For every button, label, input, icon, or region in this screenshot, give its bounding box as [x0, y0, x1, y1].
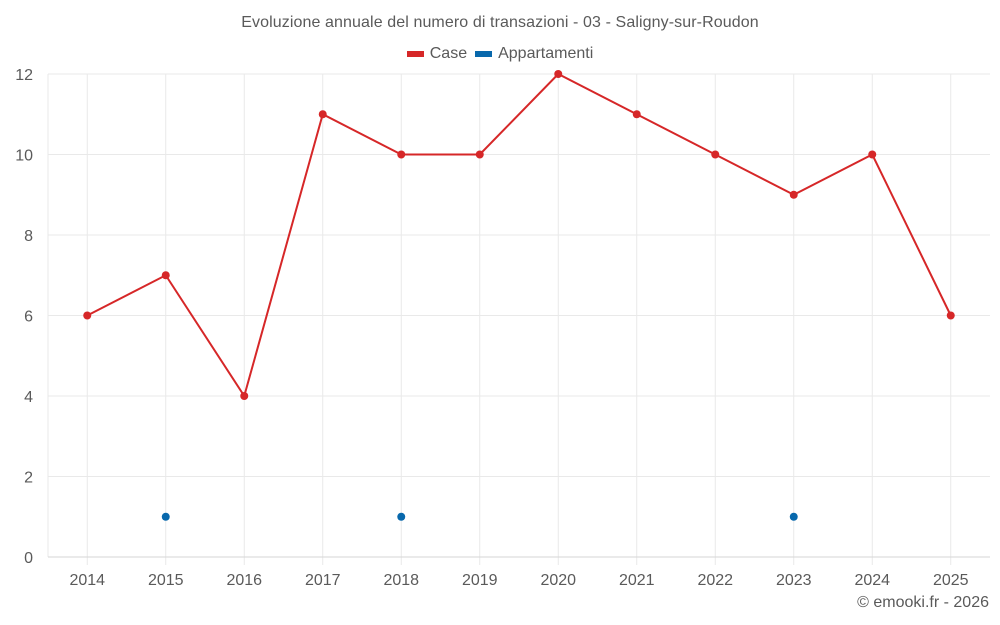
- x-tick-label: 2024: [854, 572, 890, 589]
- data-point[interactable]: [789, 512, 798, 521]
- data-point[interactable]: [161, 271, 170, 280]
- data-point[interactable]: [83, 311, 92, 320]
- data-point[interactable]: [397, 150, 406, 159]
- x-tick-label: 2021: [619, 572, 655, 589]
- data-point[interactable]: [946, 311, 955, 320]
- credit-text: © emooki.fr - 2026: [857, 594, 989, 611]
- x-tick-label: 2018: [383, 572, 419, 589]
- x-tick-label: 2022: [697, 572, 733, 589]
- y-tick-label: 2: [24, 470, 33, 487]
- legend-label-appartamenti: Appartamenti: [498, 45, 594, 62]
- gridlines: [47, 73, 990, 565]
- axes: 0 2 4 6 8 10 12 2014 2015 2016 2017 2018 2019 2020 202…: [15, 67, 990, 589]
- x-tick-label: 2025: [933, 572, 969, 589]
- x-tick-label: 2020: [540, 572, 576, 589]
- y-tick-label: 6: [24, 309, 33, 326]
- chart-title: Evoluzione annuale del numero di transaz…: [241, 14, 759, 31]
- y-tick-label: 10: [15, 148, 33, 165]
- data-point[interactable]: [711, 150, 720, 159]
- data-point[interactable]: [554, 70, 563, 78]
- data-point[interactable]: [397, 512, 406, 521]
- y-tick-label: 0: [24, 550, 33, 567]
- data-point[interactable]: [318, 110, 327, 119]
- x-tick-label: 2014: [69, 572, 105, 589]
- x-tick-label: 2019: [462, 572, 498, 589]
- y-tick-label: 4: [24, 389, 33, 406]
- legend-label-case: Case: [429, 45, 468, 62]
- data-point[interactable]: [161, 512, 170, 521]
- legend: Case Appartamenti: [0, 45, 1000, 63]
- series-line: [86, 72, 952, 399]
- series-layer: [83, 70, 955, 521]
- case-swatch-icon: [406, 51, 424, 57]
- data-point[interactable]: [475, 150, 484, 159]
- data-point[interactable]: [240, 392, 249, 400]
- appartamenti-swatch-icon: [475, 51, 493, 57]
- y-tick-label: 8: [24, 228, 33, 245]
- x-tick-label: 2015: [148, 572, 184, 589]
- x-tick-label: 2016: [226, 572, 262, 589]
- data-point[interactable]: [868, 150, 877, 159]
- y-tick-label: 12: [15, 67, 33, 84]
- data-point[interactable]: [789, 190, 798, 199]
- data-point[interactable]: [632, 110, 641, 119]
- legend-item-case[interactable]: Case: [406, 45, 468, 63]
- x-tick-label: 2023: [776, 572, 812, 589]
- x-tick-label: 2017: [305, 572, 341, 589]
- legend-item-appartamenti[interactable]: Appartamenti: [475, 45, 593, 63]
